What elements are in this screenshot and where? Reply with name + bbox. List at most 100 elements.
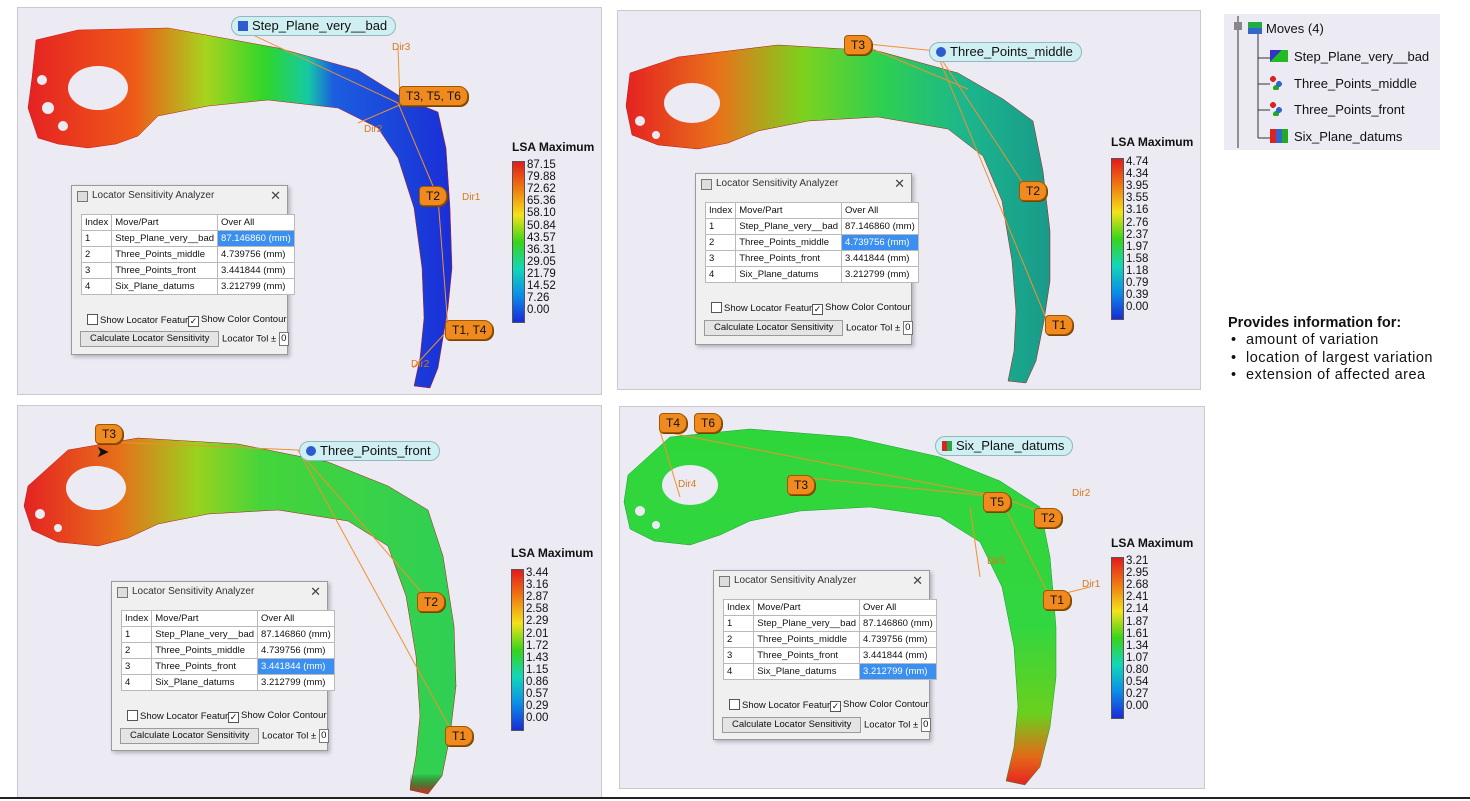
- table-cell[interactable]: 1: [704, 218, 737, 235]
- table-cell[interactable]: 3.441844 (mm): [859, 647, 937, 664]
- column-header[interactable]: Index: [704, 202, 737, 219]
- table-cell[interactable]: 2: [80, 246, 113, 263]
- table-cell[interactable]: 4: [120, 674, 153, 691]
- locator-marker[interactable]: T4: [659, 413, 688, 433]
- table-row[interactable]: 1 Step_Plane_very__bad 87.146860 (mm): [722, 615, 937, 632]
- locator-marker[interactable]: T1: [1043, 590, 1072, 610]
- table-row[interactable]: 2 Three_Points_middle 4.739756 (mm): [704, 234, 919, 251]
- close-icon[interactable]: ✕: [270, 188, 281, 203]
- table-cell[interactable]: Three_Points_middle: [753, 631, 861, 648]
- locator-tolerance-input[interactable]: 0: [920, 718, 931, 732]
- table-row[interactable]: 2 Three_Points_middle 4.739756 (mm): [722, 631, 937, 648]
- table-cell[interactable]: Step_Plane_very__bad: [111, 230, 219, 247]
- column-header[interactable]: Move/Part: [753, 599, 861, 616]
- viewport-six-plane-datums[interactable]: Six_Plane_datums T4 T6 T3 T5 T2 T1 Dir4 …: [619, 406, 1205, 789]
- table-cell[interactable]: 3: [120, 658, 153, 675]
- locator-tolerance-input[interactable]: 0: [318, 729, 329, 743]
- locator-marker[interactable]: T1, T4: [445, 320, 494, 340]
- close-icon[interactable]: ✕: [894, 176, 905, 191]
- calculate-locator-sensitivity-button[interactable]: Calculate Locator Sensitivity: [80, 331, 220, 347]
- locator-marker[interactable]: T1: [1045, 315, 1074, 335]
- table-cell[interactable]: 3.212799 (mm): [257, 674, 335, 691]
- table-cell[interactable]: 4: [80, 278, 113, 295]
- table-row[interactable]: 4 Six_Plane_datums 3.212799 (mm): [120, 674, 335, 691]
- table-cell[interactable]: 4.739756 (mm): [217, 246, 295, 263]
- show-color-contour-checkbox[interactable]: ✓ Show Color Contour: [830, 699, 929, 712]
- close-icon[interactable]: ✕: [310, 584, 321, 599]
- show-color-contour-checkbox[interactable]: ✓ Show Color Contour: [812, 302, 911, 315]
- locator-marker[interactable]: T2: [419, 186, 448, 206]
- locator-marker[interactable]: T2: [1034, 508, 1063, 528]
- table-cell[interactable]: 3: [704, 250, 737, 267]
- column-header[interactable]: Over All: [859, 599, 937, 616]
- locator-marker[interactable]: T6: [694, 413, 723, 433]
- table-cell[interactable]: Six_Plane_datums: [735, 266, 843, 283]
- table-row[interactable]: 3 Three_Points_front 3.441844 (mm): [120, 658, 335, 675]
- table-cell[interactable]: Three_Points_middle: [735, 234, 843, 251]
- column-header[interactable]: Move/Part: [111, 214, 219, 231]
- table-row[interactable]: 3 Three_Points_front 3.441844 (mm): [704, 250, 919, 267]
- table-cell[interactable]: 87.146860 (mm): [859, 615, 937, 632]
- table-cell[interactable]: 87.146860 (mm): [841, 218, 919, 235]
- locator-tolerance-input[interactable]: 0: [278, 332, 289, 346]
- table-cell[interactable]: 87.146860 (mm): [257, 626, 335, 643]
- table-cell[interactable]: 1: [120, 626, 153, 643]
- table-cell[interactable]: 4.739756 (mm): [257, 642, 335, 659]
- table-cell[interactable]: 3: [722, 647, 755, 664]
- table-cell[interactable]: Three_Points_front: [735, 250, 843, 267]
- column-header[interactable]: Over All: [841, 202, 919, 219]
- table-row[interactable]: 2 Three_Points_middle 4.739756 (mm): [80, 246, 295, 263]
- show-locator-feature-checkbox[interactable]: Show Locator Feature: [87, 314, 193, 326]
- checkbox-box[interactable]: ✓: [830, 701, 841, 712]
- tree-item-six-plane-datums[interactable]: Six_Plane_datums: [1270, 129, 1402, 144]
- table-row[interactable]: 4 Six_Plane_datums 3.212799 (mm): [80, 278, 295, 295]
- checkbox-box[interactable]: [87, 314, 98, 325]
- table-row[interactable]: 3 Three_Points_front 3.441844 (mm): [722, 647, 937, 664]
- column-header[interactable]: Move/Part: [151, 610, 259, 627]
- table-cell[interactable]: Step_Plane_very__bad: [735, 218, 843, 235]
- table-cell[interactable]: 1: [80, 230, 113, 247]
- show-locator-feature-checkbox[interactable]: Show Locator Feature: [711, 302, 817, 314]
- column-header[interactable]: Over All: [257, 610, 335, 627]
- column-header[interactable]: Index: [120, 610, 153, 627]
- locator-marker[interactable]: T3: [95, 424, 124, 444]
- column-header[interactable]: Move/Part: [735, 202, 843, 219]
- checkbox-box[interactable]: [711, 302, 722, 313]
- table-cell[interactable]: 3: [80, 262, 113, 279]
- table-cell[interactable]: 3.441844 (mm): [217, 262, 295, 279]
- viewport-three-points-middle[interactable]: Three_Points_middle T3 T2 T1 LSA Maximum…: [617, 10, 1201, 390]
- column-header[interactable]: Over All: [217, 214, 295, 231]
- locator-marker[interactable]: T5: [983, 492, 1012, 512]
- show-color-contour-checkbox[interactable]: ✓ Show Color Contour: [228, 710, 327, 723]
- close-icon[interactable]: ✕: [912, 573, 923, 588]
- column-header[interactable]: Index: [722, 599, 755, 616]
- table-cell[interactable]: Six_Plane_datums: [111, 278, 219, 295]
- locator-marker[interactable]: T2: [1019, 181, 1048, 201]
- table-cell[interactable]: 3.212799 (mm): [859, 663, 937, 680]
- table-cell[interactable]: 3.441844 (mm): [841, 250, 919, 267]
- table-row[interactable]: 4 Six_Plane_datums 3.212799 (mm): [722, 663, 937, 680]
- table-cell[interactable]: Step_Plane_very__bad: [151, 626, 259, 643]
- table-cell[interactable]: 4.739756 (mm): [841, 234, 919, 251]
- table-cell[interactable]: Three_Points_middle: [111, 246, 219, 263]
- table-row[interactable]: 2 Three_Points_middle 4.739756 (mm): [120, 642, 335, 659]
- checkbox-box[interactable]: [729, 699, 740, 710]
- table-cell[interactable]: 2: [120, 642, 153, 659]
- table-cell[interactable]: 2: [722, 631, 755, 648]
- table-row[interactable]: 1 Step_Plane_very__bad 87.146860 (mm): [704, 218, 919, 235]
- locator-marker[interactable]: T2: [417, 592, 446, 612]
- table-cell[interactable]: Three_Points_front: [151, 658, 259, 675]
- tree-item-three-points-middle[interactable]: Three_Points_middle: [1270, 76, 1417, 91]
- locator-tolerance-input[interactable]: 0: [902, 321, 913, 335]
- table-row[interactable]: 4 Six_Plane_datums 3.212799 (mm): [704, 266, 919, 283]
- table-cell[interactable]: 87.146860 (mm): [217, 230, 295, 247]
- locator-marker[interactable]: T1: [445, 726, 474, 746]
- locator-marker[interactable]: T3: [844, 35, 873, 55]
- locator-marker[interactable]: T3, T5, T6: [399, 86, 468, 106]
- show-color-contour-checkbox[interactable]: ✓ Show Color Contour: [188, 314, 287, 327]
- table-cell[interactable]: 4: [722, 663, 755, 680]
- locator-marker[interactable]: T3: [787, 475, 816, 495]
- table-cell[interactable]: 4: [704, 266, 737, 283]
- table-cell[interactable]: 1: [722, 615, 755, 632]
- table-row[interactable]: 1 Step_Plane_very__bad 87.146860 (mm): [120, 626, 335, 643]
